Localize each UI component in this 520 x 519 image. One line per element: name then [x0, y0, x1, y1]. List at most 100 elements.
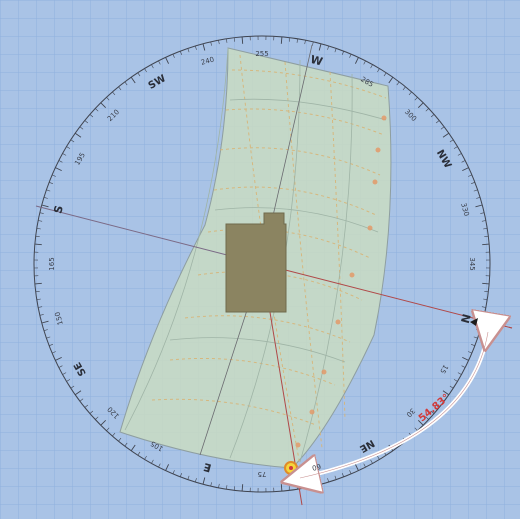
compass-tick [130, 76, 136, 84]
compass-tick [43, 329, 48, 331]
compass-tick [484, 291, 489, 293]
west-direction-line [35, 205, 263, 265]
compass-tick [442, 132, 450, 138]
compass-tick [475, 204, 483, 208]
compass-tick [35, 291, 40, 293]
degree-label: 60 [311, 462, 322, 472]
cardinal-label-s: S [51, 204, 66, 215]
degree-label: 15 [438, 363, 449, 375]
compass-tick [118, 86, 122, 91]
compass-tick [106, 97, 110, 101]
compass-tick [51, 174, 56, 177]
compass-tick [312, 41, 314, 46]
compass-tick [95, 108, 99, 112]
compass-tick [124, 442, 128, 447]
compass-tick [226, 485, 228, 490]
compass-tick [84, 120, 89, 124]
compass-tick [383, 72, 387, 77]
compass-tick [435, 120, 440, 124]
compass-tick [58, 160, 63, 163]
compass-tick [462, 167, 469, 172]
compass-tick [46, 336, 51, 339]
compass-tick [84, 404, 89, 408]
compass-tick [304, 40, 306, 45]
compass-tick [38, 306, 43, 308]
compass-tick [70, 139, 75, 143]
cardinal-label-e: E [202, 460, 213, 475]
compass-tick [100, 102, 107, 109]
compass-tick [34, 243, 42, 246]
compass-tick [79, 398, 84, 402]
compass-tick [296, 38, 298, 43]
compass-tick [241, 484, 244, 492]
compass-tick [402, 86, 406, 91]
compass-tick [89, 114, 94, 118]
compass-tick [55, 356, 62, 361]
compass-tick [62, 153, 67, 156]
compass-tick [51, 351, 56, 354]
compass-tick [106, 427, 110, 431]
compass-tick [70, 385, 75, 389]
compass-tick [46, 189, 51, 192]
compass-tick [210, 41, 212, 46]
compass-tick [481, 306, 486, 308]
degree-label: 30 [405, 407, 417, 419]
compass-tick [470, 182, 476, 184]
degree-label: 255 [255, 50, 268, 58]
compass-tick [195, 478, 197, 483]
degree-label: 345 [468, 257, 476, 270]
compass-tick [112, 432, 116, 437]
compass-tick [62, 372, 67, 375]
compass-tick [396, 81, 400, 86]
compass-tick [363, 60, 366, 65]
compass-tick [342, 50, 344, 56]
compass-tick [118, 437, 122, 442]
degree-label: 150 [54, 311, 65, 326]
compass-tick [289, 37, 291, 42]
compass-tick [158, 60, 161, 65]
compass-tick [66, 379, 71, 382]
compass-tick [388, 76, 394, 84]
compass-tick [468, 174, 473, 177]
degree-label: 330 [459, 202, 470, 217]
compass-tick [480, 212, 485, 214]
compass-tick [100, 419, 107, 426]
compass-tick [95, 416, 99, 420]
building-footprint [225, 212, 287, 313]
compass-tick [414, 97, 418, 101]
degree-label: 240 [200, 56, 215, 67]
compass-tick [151, 459, 154, 464]
compass-tick [41, 204, 49, 208]
compass-tick [130, 444, 136, 452]
compass-tick [457, 153, 462, 156]
compass-tick [484, 235, 489, 237]
compass-tick [36, 228, 41, 230]
compass-tick [408, 91, 412, 96]
compass-tick [137, 451, 141, 456]
compass-tick [473, 189, 478, 192]
cardinal-label-n: N [458, 312, 473, 324]
compass-tick [453, 146, 458, 149]
compass-tick [354, 57, 359, 64]
compass-tick [137, 72, 141, 77]
degree-label: 165 [48, 257, 56, 270]
north-arrow-icon [470, 318, 478, 326]
compass-tick [482, 243, 490, 246]
compass-tick [58, 365, 63, 368]
compass-tick [370, 64, 373, 69]
compass-tick [425, 108, 429, 112]
compass-tick [48, 344, 54, 346]
compass-tick [79, 126, 84, 130]
compass-tick [334, 48, 337, 53]
compass-tick [48, 182, 54, 184]
compass-tick [124, 81, 128, 86]
compass-tick [187, 48, 190, 53]
compass-tick [151, 64, 154, 69]
compass-tick [180, 50, 182, 56]
compass-tick [461, 160, 466, 163]
compass-tick [377, 68, 380, 73]
compass-tick [74, 132, 82, 138]
angle-arc-outline [299, 331, 489, 479]
compass-tick [39, 212, 44, 214]
